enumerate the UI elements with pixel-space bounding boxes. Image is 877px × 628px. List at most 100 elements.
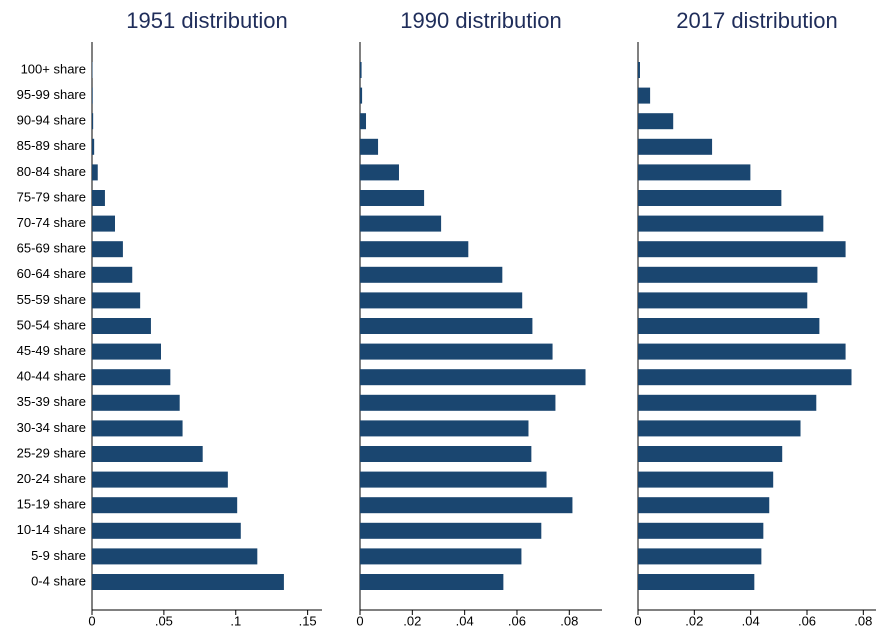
panel-title: 1951 distribution [126,8,287,33]
y-tick-label: 35-39 share [17,394,86,409]
x-tick-label: .04 [456,613,474,628]
y-tick-label: 80-84 share [17,164,86,179]
y-tick-label: 95-99 share [17,87,86,102]
x-tick-label: .1 [230,613,241,628]
bar [638,113,674,130]
bar [92,266,133,283]
bar [638,164,751,181]
bar [92,215,115,232]
bar [360,369,586,386]
bar [360,215,442,232]
x-tick-label: 0 [88,613,95,628]
y-tick-label: 40-44 share [17,369,86,384]
bar [92,394,180,411]
bar [360,446,532,462]
bar [92,138,95,155]
y-tick-label: 65-69 share [17,241,86,256]
bar [360,548,522,565]
bar [360,87,363,104]
x-tick-label: 0 [634,613,641,628]
bar [360,292,523,309]
bar [360,318,533,334]
bar [638,394,817,411]
x-tick-label: 0 [356,613,363,628]
bar [638,190,782,206]
bar [92,343,161,360]
bar [360,138,379,155]
bar [638,87,651,104]
bar [638,266,818,283]
bar [638,138,713,155]
y-tick-label: 75-79 share [17,189,86,204]
y-tick-label: 20-24 share [17,471,86,486]
x-tick-label: .02 [403,613,421,628]
y-tick-label: 10-14 share [17,522,86,537]
bar [638,497,770,514]
bar [360,471,547,488]
bar [360,113,367,130]
x-tick-label: .06 [798,613,816,628]
bar [92,369,171,386]
bar [92,318,151,334]
bar [638,215,824,232]
x-tick-label: .05 [155,613,173,628]
bar [638,471,774,488]
bar [92,292,141,309]
bar [92,420,183,437]
y-tick-label: 30-34 share [17,420,86,435]
bar [638,369,852,386]
bar [360,574,504,590]
bar [360,241,469,258]
bar [360,394,556,411]
panel-title: 2017 distribution [676,8,837,33]
bar [360,164,399,181]
bar [360,497,573,514]
bar [360,420,529,437]
y-tick-label: 100+ share [21,61,86,76]
bar [92,446,203,462]
x-tick-label: .08 [560,613,578,628]
x-tick-label: .08 [854,613,872,628]
bar [360,343,553,360]
y-tick-label: 0-4 share [31,573,86,588]
bar [92,471,228,488]
bar [92,497,238,514]
x-tick-label: .06 [508,613,526,628]
y-tick-label: 85-89 share [17,138,86,153]
bar [638,548,762,565]
x-tick-label: .15 [299,613,317,628]
bar [638,241,846,258]
bar [92,190,105,206]
panel-title: 1990 distribution [400,8,561,33]
bar [360,522,542,539]
y-tick-label: 50-54 share [17,317,86,332]
bar [638,446,783,462]
bar [360,62,362,78]
x-tick-label: .02 [685,613,703,628]
bar [360,266,503,283]
bar [638,522,764,539]
y-tick-label: 60-64 share [17,266,86,281]
x-tick-label: .04 [742,613,760,628]
bar [92,241,123,258]
bar [92,522,241,539]
y-tick-label: 45-49 share [17,343,86,358]
bar [638,292,808,309]
y-tick-label: 55-59 share [17,292,86,307]
bar [92,164,98,181]
y-tick-label: 70-74 share [17,215,86,230]
bar [638,420,801,437]
bar [92,113,94,130]
y-tick-label: 5-9 share [31,548,86,563]
bar [92,87,93,104]
y-tick-label: 25-29 share [17,445,86,460]
bar [92,574,284,590]
bar [638,343,846,360]
bar [638,318,820,334]
bar [638,62,640,78]
y-tick-label: 90-94 share [17,113,86,128]
bar [638,574,755,590]
bar [92,548,258,565]
bar [360,190,425,206]
